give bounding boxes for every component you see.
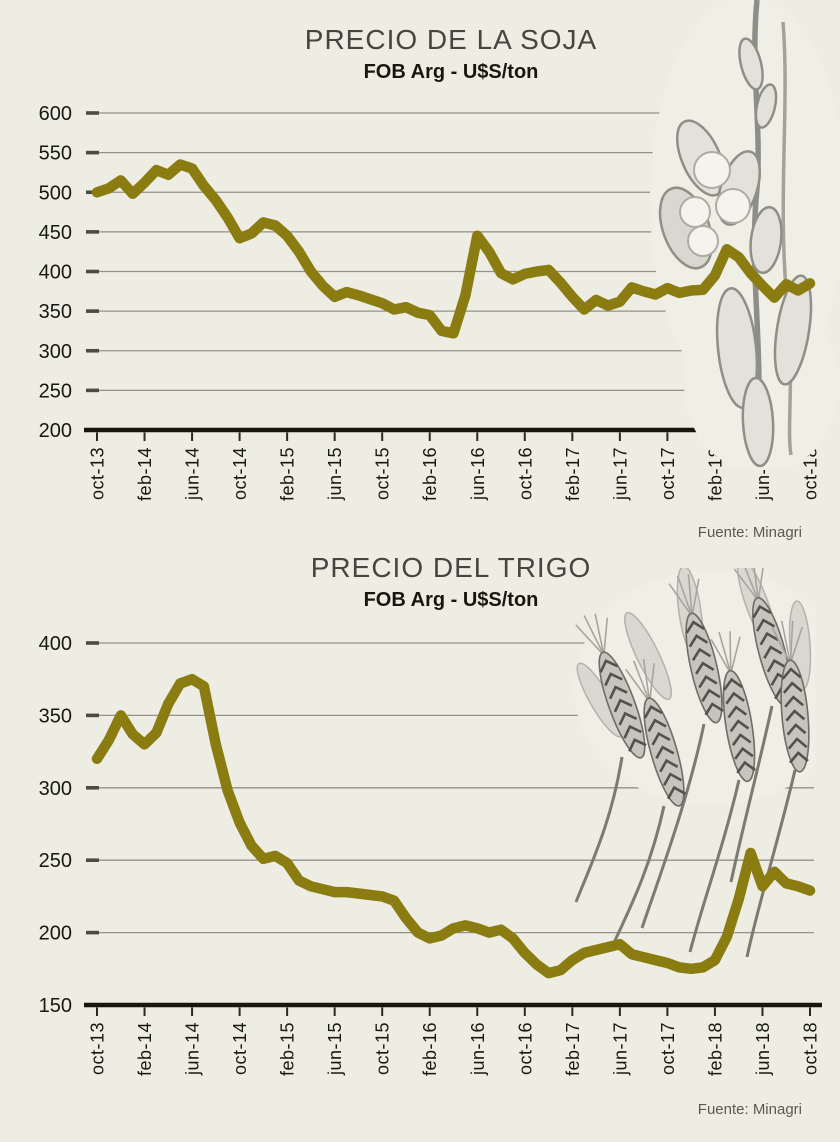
svg-text:feb-18: feb-18 [705, 447, 725, 501]
wheat-ear [668, 574, 724, 724]
svg-text:jun-14: jun-14 [183, 447, 203, 501]
svg-text:oct-18: oct-18 [801, 1022, 821, 1075]
svg-text:feb-16: feb-16 [420, 1022, 440, 1076]
svg-text:300: 300 [39, 341, 72, 363]
svg-text:jun-17: jun-17 [610, 447, 630, 501]
svg-text:jun-17: jun-17 [610, 1022, 630, 1076]
svg-text:oct-13: oct-13 [88, 1022, 108, 1075]
svg-text:350: 350 [39, 705, 72, 727]
svg-text:jun-18: jun-18 [753, 1022, 773, 1076]
svg-text:oct-15: oct-15 [373, 447, 393, 500]
svg-text:250: 250 [39, 850, 72, 872]
svg-text:150: 150 [39, 995, 72, 1017]
svg-text:jun-15: jun-15 [325, 447, 345, 501]
wheat-ear [625, 658, 686, 807]
svg-text:oct-17: oct-17 [658, 447, 678, 500]
svg-text:600: 600 [39, 103, 72, 125]
trigo-title: PRECIO DEL TRIGO [310, 552, 592, 583]
svg-text:feb-15: feb-15 [278, 447, 298, 501]
svg-text:500: 500 [39, 182, 72, 204]
svg-text:jun-14: jun-14 [183, 1022, 203, 1076]
soybean-illustration [650, 0, 840, 470]
soja-subtitle: FOB Arg - U$S/ton [363, 61, 539, 83]
svg-text:feb-15: feb-15 [278, 1022, 298, 1076]
wheat-ear [710, 631, 756, 783]
soja-source: Fuente: Minagri [697, 524, 802, 541]
svg-text:oct-15: oct-15 [373, 1022, 393, 1075]
svg-text:feb-14: feb-14 [135, 1022, 155, 1076]
svg-text:feb-17: feb-17 [563, 1022, 583, 1076]
svg-text:400: 400 [39, 633, 72, 655]
svg-text:350: 350 [39, 301, 72, 323]
svg-text:feb-16: feb-16 [420, 447, 440, 501]
svg-text:oct-14: oct-14 [230, 1022, 250, 1075]
wheat-illustration [574, 568, 815, 958]
trigo-subtitle: FOB Arg - U$S/ton [363, 589, 539, 611]
svg-text:400: 400 [39, 262, 72, 284]
svg-text:200: 200 [39, 420, 72, 442]
svg-text:oct-13: oct-13 [88, 447, 108, 500]
svg-text:oct-16: oct-16 [515, 1022, 535, 1075]
svg-text:550: 550 [39, 143, 72, 165]
svg-text:oct-14: oct-14 [230, 447, 250, 500]
svg-text:300: 300 [39, 778, 72, 800]
svg-text:oct-17: oct-17 [658, 1022, 678, 1075]
trigo-source: Fuente: Minagri [697, 1101, 802, 1118]
svg-text:200: 200 [39, 923, 72, 945]
svg-text:oct-18: oct-18 [801, 447, 821, 500]
wheat-ear [575, 613, 647, 759]
wheat-ear [771, 620, 810, 773]
svg-text:250: 250 [39, 380, 72, 402]
svg-text:feb-17: feb-17 [563, 447, 583, 501]
svg-text:oct-16: oct-16 [515, 447, 535, 500]
svg-text:jun-16: jun-16 [468, 447, 488, 501]
svg-text:450: 450 [39, 222, 72, 244]
svg-text:jun-15: jun-15 [325, 1022, 345, 1076]
svg-text:jun-16: jun-16 [468, 1022, 488, 1076]
svg-text:feb-18: feb-18 [705, 1022, 725, 1076]
svg-text:feb-14: feb-14 [135, 447, 155, 501]
soja-title: PRECIO DE LA SOJA [304, 24, 598, 55]
